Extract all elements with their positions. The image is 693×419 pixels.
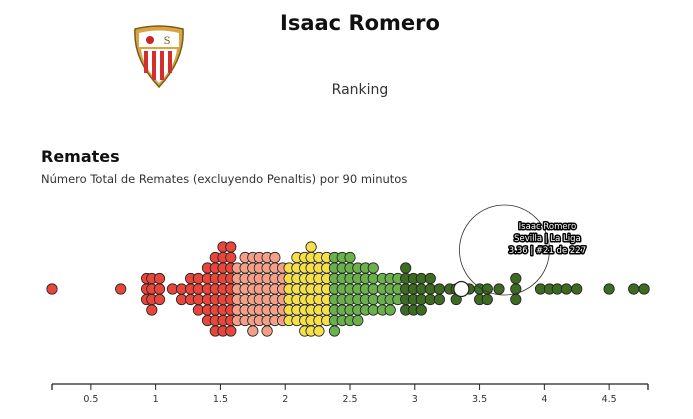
highlighted-player-dot	[453, 280, 470, 298]
player-dot	[313, 325, 325, 337]
metric-description: Número Total de Remates (excluyendo Pena…	[41, 172, 408, 186]
player-dot	[328, 325, 341, 337]
player-dot	[433, 283, 445, 295]
player-dot	[400, 262, 412, 274]
player-dot	[384, 304, 396, 316]
player-dot	[638, 283, 650, 295]
x-tick-label: 2	[282, 394, 288, 405]
player-dot	[305, 241, 317, 253]
player-dot	[115, 283, 127, 295]
sevilla-crest-icon: S	[134, 25, 184, 89]
x-tick-label: 4	[541, 394, 547, 405]
player-dot	[225, 241, 237, 253]
x-tick-label: 2.5	[342, 394, 357, 405]
player-name: Isaac Romero	[280, 11, 440, 35]
player-dot	[225, 251, 237, 264]
player-dot	[560, 283, 573, 295]
x-tick-label: 3	[412, 394, 418, 405]
player-dot	[46, 283, 58, 295]
annotation-value-rank-halo: 3.36 | #21 de 227	[509, 246, 586, 256]
player-dot	[153, 283, 166, 295]
player-dot	[352, 314, 364, 327]
x-tick-label: 1	[153, 394, 159, 405]
player-dot	[628, 283, 640, 295]
x-tick-label: 1.5	[213, 394, 228, 405]
x-tick-label: 4.5	[602, 394, 617, 405]
player-dot	[603, 283, 615, 295]
player-dot	[481, 293, 493, 306]
player-dot	[571, 283, 583, 295]
player-dot	[510, 293, 522, 306]
annotation-player-name: Isaac Romero	[519, 222, 576, 232]
player-dot	[510, 272, 522, 285]
player-dot	[261, 325, 273, 337]
player-dot	[269, 251, 281, 264]
annotation-team-league-halo: Sevilla | La Liga	[514, 234, 581, 244]
player-dot	[367, 262, 379, 274]
x-tick-label: 3.5	[472, 394, 487, 405]
annotation-player-name-halo: Isaac Romero	[519, 222, 576, 232]
annotation-team-league: Sevilla | La Liga	[514, 234, 581, 244]
player-dot	[153, 293, 166, 306]
player-dot	[153, 272, 166, 285]
player-dot	[493, 283, 505, 295]
player-dot	[433, 293, 445, 306]
player-dot	[415, 304, 427, 316]
x-tick-label: 0.5	[83, 394, 98, 405]
svg-text:S: S	[164, 36, 171, 47]
page-subtitle: Ranking	[331, 82, 389, 98]
x-axis: 0.5 1 1.5 2 2.5 3 3.5 4 4.5	[51, 383, 649, 405]
annotation-value-rank: 3.36 | #21 de 227	[509, 246, 586, 256]
player-dot	[225, 325, 237, 337]
player-dot	[424, 272, 436, 285]
player-dot	[344, 251, 356, 264]
annotation-ring	[459, 204, 550, 296]
player-dot	[247, 325, 259, 337]
metric-title: Remates	[41, 147, 120, 166]
player-dot	[146, 304, 158, 316]
